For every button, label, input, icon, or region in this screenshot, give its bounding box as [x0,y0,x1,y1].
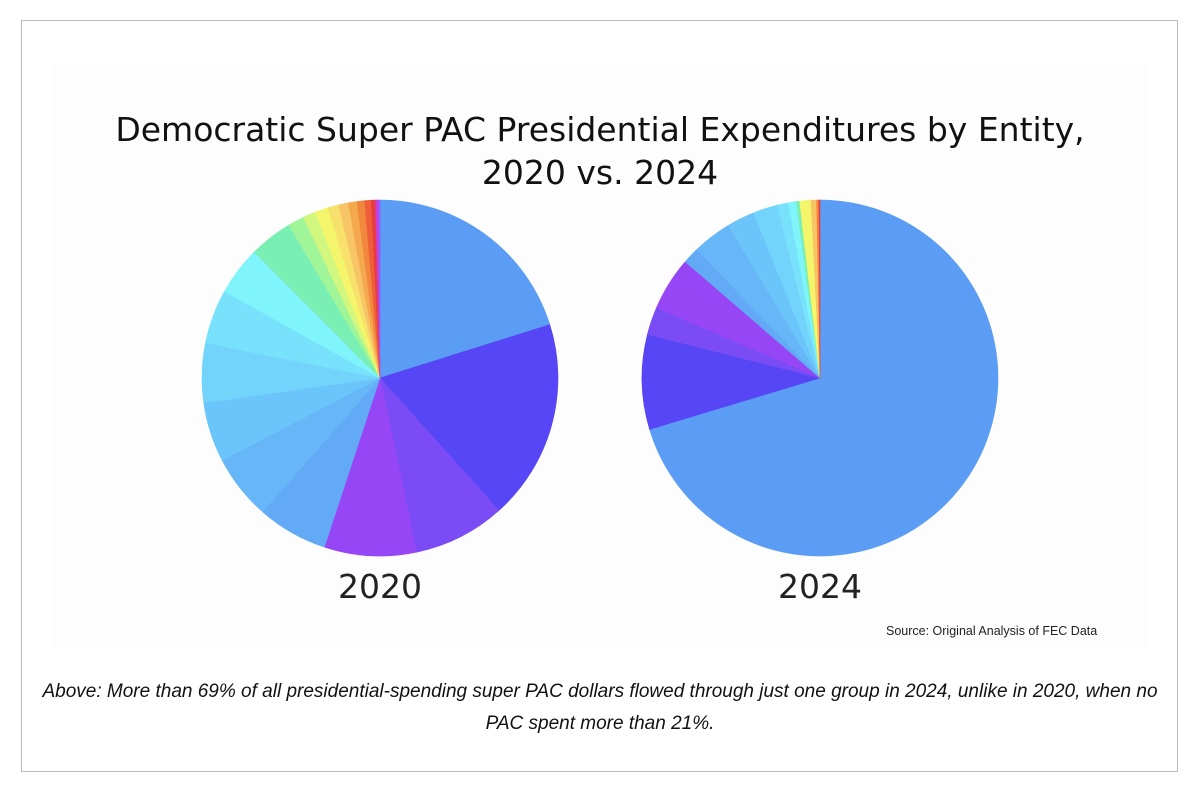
pie-2020-slice-3 [323,376,417,557]
chart-title-line1: Democratic Super PAC Presidential Expend… [115,110,1085,149]
pie-2020-slice-1 [379,324,559,511]
pie-2024 [641,199,999,557]
pie-2020 [201,199,559,557]
pie-2020-slice-21 [377,199,381,379]
source-note: Source: Original Analysis of FEC Data [886,624,1098,638]
pie-2020-slice-2 [379,376,500,553]
pie-2024-slice-0 [649,199,999,557]
caption: Above: More than 69% of all presidential… [42,681,1158,734]
chart-title: Democratic Super PAC Presidential Expend… [0,108,1200,194]
chart-title-line2: 2020 vs. 2024 [481,153,719,192]
pie-2020-slice-0 [379,199,551,379]
pie-label-2020: 2020 [338,567,422,606]
pie-2024-slice-14 [818,199,821,379]
pie-label-2024: 2024 [778,567,862,606]
pie-2024-slice-1 [641,333,822,430]
